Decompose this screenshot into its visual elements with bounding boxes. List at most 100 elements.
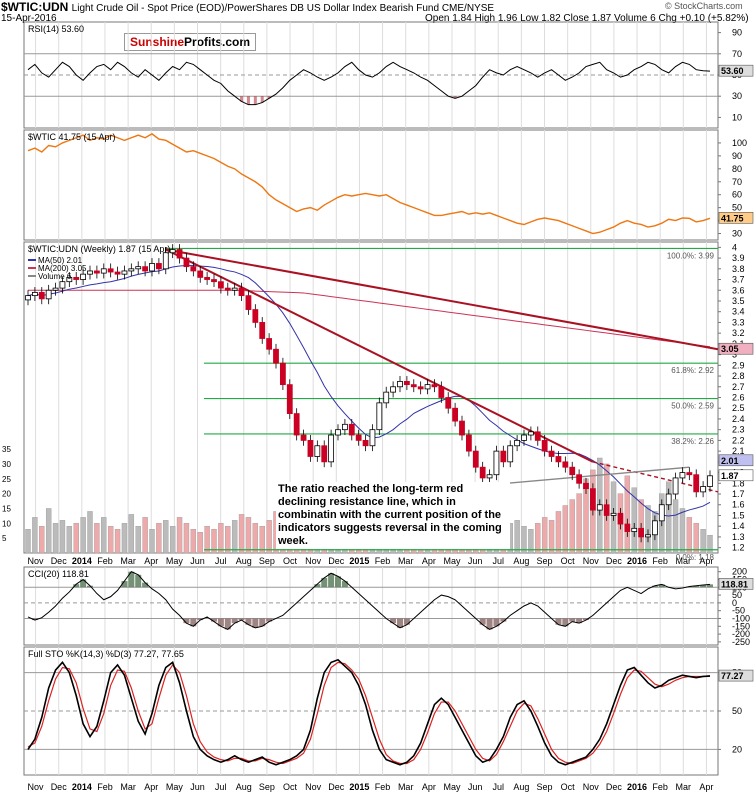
candle-body — [665, 493, 672, 506]
cci-last-label: 118.81 — [721, 579, 748, 589]
y-tick-label: 3.4 — [732, 307, 745, 317]
candle-body — [527, 431, 534, 436]
x-tick-label-mid: May — [166, 556, 184, 566]
candle-body — [410, 384, 417, 388]
x-tick-label-mid: 2015 — [349, 556, 369, 566]
volume-bar — [25, 529, 31, 554]
candle-body — [259, 322, 266, 339]
y-tick-label: 2.6 — [732, 393, 745, 403]
sto-last-label: 77.27 — [721, 671, 744, 681]
candle-body — [245, 295, 252, 310]
fibonacci-label: 61.8%: 2.92 — [671, 366, 714, 375]
volume-bar — [163, 520, 169, 554]
x-tick-label-bottom: Oct — [283, 782, 298, 792]
volume-bar — [80, 517, 86, 554]
x-tick-label-bottom: Dec — [51, 782, 68, 792]
volume-bar — [66, 526, 73, 554]
volume-tick-label: 35 — [2, 445, 11, 454]
x-tick-label-mid: 2014 — [72, 556, 92, 566]
volume-bar — [225, 526, 231, 554]
y-tick-label: 3 — [732, 350, 737, 360]
x-tick-label-bottom: 2016 — [627, 782, 647, 792]
symbol-title: $WTIC:UDN — [1, 0, 69, 14]
x-tick-label-bottom: Aug — [236, 782, 252, 792]
candle-body — [266, 338, 273, 350]
volume-bar — [101, 517, 107, 554]
y-tick-label: 1.7 — [732, 489, 745, 499]
candle-body — [114, 271, 121, 275]
y-tick-label: 1.5 — [732, 510, 745, 520]
fibonacci-label: 50.0%: 2.59 — [671, 402, 714, 411]
sto-title: Full STO %K(14,3) %D(3) 77.27, 77.65 — [28, 649, 184, 659]
x-tick-label-bottom: Nov — [305, 782, 322, 792]
candle-body — [307, 439, 314, 457]
volume-bar — [183, 523, 190, 554]
y-tick-label: 100 — [732, 138, 747, 148]
x-tick-label-bottom: Feb — [375, 782, 391, 792]
y-tick-label: 60 — [732, 190, 742, 200]
volume-bar — [679, 508, 686, 554]
y-tick-label: 3.9 — [732, 253, 745, 263]
volume-bar — [266, 520, 272, 554]
rsi-last-label: 53.60 — [721, 66, 744, 76]
volume-bar — [707, 534, 713, 554]
volume-bar — [218, 523, 224, 554]
volume-bar — [576, 493, 582, 554]
volume-bar — [672, 499, 679, 554]
x-tick-label-mid: Nov — [305, 556, 322, 566]
close-price-label-box — [718, 469, 754, 482]
volume-tick-label: 25 — [2, 475, 11, 484]
x-tick-label-bottom: Feb — [97, 782, 113, 792]
x-tick-label-mid: Sep — [259, 556, 275, 566]
candle-body — [273, 348, 279, 364]
candle-body — [80, 273, 87, 280]
candle-body — [314, 445, 321, 457]
y-tick-label: 3.3 — [732, 317, 745, 327]
x-tick-label-mid: Mar — [676, 556, 692, 566]
candle-body — [107, 268, 114, 273]
rsi-line — [27, 61, 711, 106]
candle-body — [293, 413, 300, 436]
candle-body — [403, 381, 410, 386]
x-tick-label-bottom: Sep — [259, 782, 275, 792]
x-tick-label-bottom: Aug — [513, 782, 529, 792]
x-tick-label-bottom: 2014 — [72, 782, 92, 792]
volume-bar — [252, 523, 259, 554]
volume-bar — [176, 517, 183, 554]
x-tick-label-bottom: Sep — [536, 782, 552, 792]
wtic-title: $WTIC 41.75 (15 Apr) — [28, 132, 116, 142]
volume-bar — [87, 511, 93, 554]
candle-body — [459, 420, 465, 436]
candle-body — [707, 475, 713, 487]
candle-body — [438, 386, 445, 398]
y-tick-label: -150 — [732, 621, 750, 631]
candle-body — [397, 381, 403, 388]
volume-bar — [514, 520, 520, 554]
x-tick-label-mid: Nov — [28, 556, 45, 566]
candle-body — [217, 281, 224, 289]
x-tick-label-mid: Apr — [422, 556, 436, 566]
panel-frame — [23, 566, 719, 646]
volume-bar — [94, 523, 100, 554]
x-tick-label-bottom: Jul — [215, 782, 227, 792]
candle-body — [87, 270, 93, 275]
x-tick-label-bottom: Dec — [606, 782, 623, 792]
candle-body — [231, 287, 238, 291]
y-tick-label: 2.8 — [732, 371, 745, 381]
candle-body — [169, 249, 176, 254]
candle-body — [569, 466, 576, 476]
price-title: $WTIC:UDN (Weekly) 1.87 (15 Apr) — [28, 244, 170, 254]
volume-bar — [211, 529, 217, 554]
volume-bar — [535, 523, 541, 554]
long-term-resistance-line — [165, 248, 719, 351]
volume-bar — [32, 517, 38, 554]
volume-bar — [700, 529, 706, 554]
candle-body — [624, 523, 631, 532]
candle-body — [355, 434, 362, 441]
ma200-line — [28, 289, 711, 348]
candle-body — [142, 266, 149, 272]
y-tick-label: 30 — [732, 91, 742, 101]
volume-bar — [521, 526, 527, 554]
candle-body — [541, 439, 548, 452]
candle-body — [252, 309, 259, 323]
